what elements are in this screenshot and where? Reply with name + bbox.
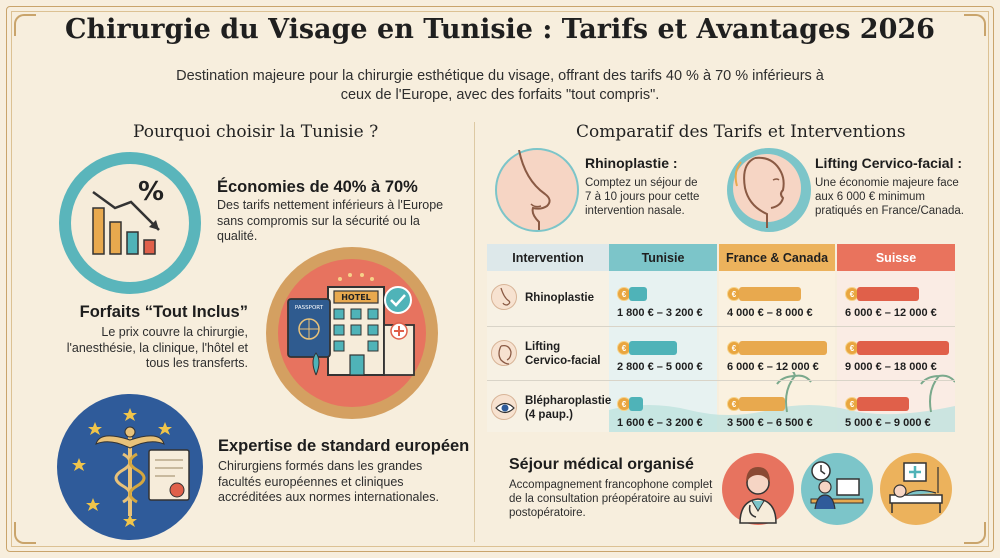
facelift-profile-icon: [727, 148, 811, 232]
nose-mini-icon: [491, 284, 517, 310]
euro-coin-icon: €: [727, 397, 741, 411]
rhinoplasty-card-title: Rhinoplastie :: [585, 155, 678, 171]
organized-stay-text: Accompagnement francophone complet de la…: [509, 479, 713, 519]
suisse-price: 6 000 € – 12 000 €: [845, 307, 937, 319]
hotel-sign-text: HOTEL: [341, 293, 371, 302]
savings-chart-icon: %: [59, 152, 201, 294]
tunisie-price-bar: [629, 397, 643, 411]
organized-stay-title: Séjour médical organisé: [509, 456, 694, 473]
nose-profile-icon: [495, 148, 579, 232]
right-section-heading: Comparatif des Tarifs et Interventions: [576, 122, 906, 142]
doctor-icon: [722, 453, 794, 525]
table-header-france-canada: France & Canada: [719, 244, 835, 271]
table-header-suisse: Suisse: [837, 244, 955, 271]
tunisie-price: 2 800 € – 5 000 €: [617, 361, 703, 373]
eye-mini-icon: [491, 394, 517, 420]
inner-frame: [11, 11, 989, 547]
passport-label: PASSPORT: [295, 305, 324, 311]
euro-coin-icon: €: [845, 341, 859, 355]
france-price: 3 500 € – 6 500 €: [727, 417, 813, 429]
feature-expertise-title: Expertise de standard européen: [218, 437, 470, 455]
outer-frame: [6, 6, 994, 552]
table-header-tunisie: Tunisie: [609, 244, 717, 271]
suisse-price-bar: [857, 341, 949, 355]
row-divider: [487, 326, 955, 327]
suisse-price: 5 000 € – 9 000 €: [845, 417, 931, 429]
france-price-bar: [739, 397, 785, 411]
hotel-passport-icon: HOTEL PASSPORT: [266, 247, 438, 419]
france-price: 4 000 € – 8 000 €: [727, 307, 813, 319]
rhinoplasty-card-text: Comptez un séjour de 7 à 10 jours pour c…: [585, 177, 700, 217]
table-header-intervention: Intervention: [487, 244, 609, 271]
corner-ornament: [964, 14, 986, 36]
tunisie-price-bar: [629, 287, 647, 301]
france-price-bar: [739, 287, 801, 301]
page-subtitle: Destination majeure pour la chirurgie es…: [176, 68, 824, 103]
france-price-bar: [739, 341, 827, 355]
facelift-card-title: Lifting Cervico-facial :: [815, 155, 963, 171]
row-procedure-name: Lifting Cervico-facial: [525, 341, 601, 367]
tunisie-price: 1 800 € – 3 200 €: [617, 307, 703, 319]
feature-savings-text: Des tarifs nettement inférieurs à l'Euro…: [217, 198, 444, 243]
tunisie-price-bar: [629, 341, 677, 355]
price-comparison-table: Intervention Tunisie France & Canada Sui…: [487, 244, 955, 432]
page-title: Chirurgie du Visage en Tunisie : Tarifs …: [65, 14, 935, 45]
suisse-price: 9 000 € – 18 000 €: [845, 361, 937, 373]
left-section-heading: Pourquoi choisir la Tunisie ?: [133, 122, 379, 142]
corner-ornament: [14, 522, 36, 544]
column-divider: [474, 122, 475, 542]
hospital-bed-icon: [880, 453, 952, 525]
feature-allinclusive-text: Le prix couvre la chirurgie, l'anesthési…: [66, 325, 248, 370]
suisse-price-bar: [857, 287, 919, 301]
feature-allinclusive-title: Forfaits “Tout Inclus”: [79, 303, 248, 321]
corner-ornament: [964, 522, 986, 544]
tunisie-price: 1 600 € – 3 200 €: [617, 417, 703, 429]
suisse-price-bar: [857, 397, 909, 411]
european-caduceus-icon: [57, 394, 203, 540]
row-procedure-name: Blépharoplastie (4 paup.): [525, 395, 612, 421]
france-price: 6 000 € – 12 000 €: [727, 361, 819, 373]
row-procedure-name: Rhinoplastie: [525, 292, 595, 304]
percent-symbol: %: [138, 177, 164, 207]
feature-savings-title: Économies de 40% à 70%: [217, 178, 418, 196]
face-mini-icon: [491, 340, 517, 366]
feature-expertise-text: Chirurgiens formés dans les grandes facu…: [218, 459, 439, 504]
row-divider: [487, 380, 955, 381]
consultation-icon: [801, 453, 873, 525]
corner-ornament: [14, 14, 36, 36]
facelift-card-text: Une économie majeure face aux 6 000 € mi…: [815, 177, 964, 217]
